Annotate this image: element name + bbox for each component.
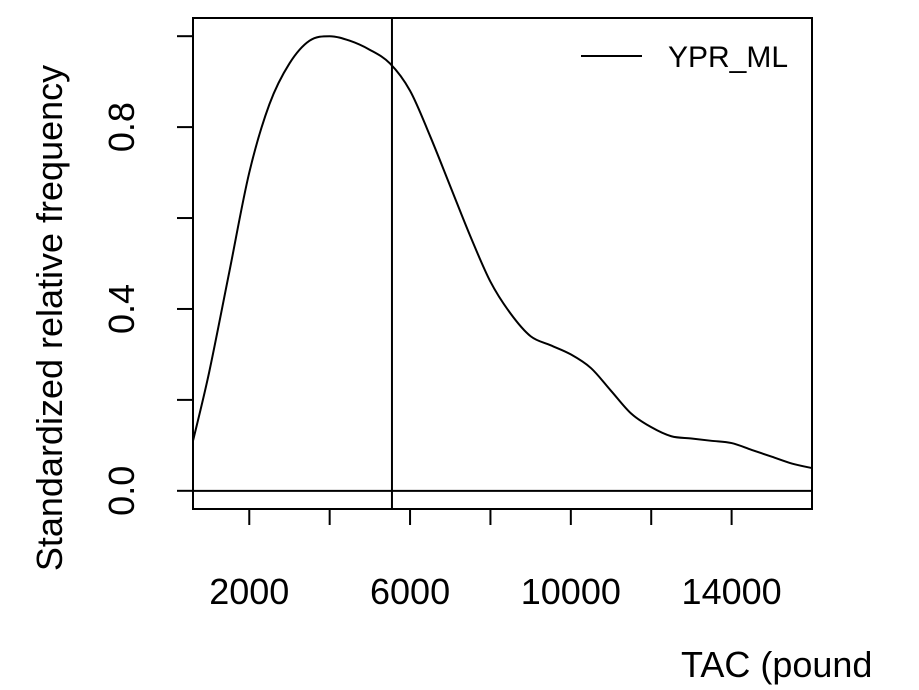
plot-content: [192, 18, 813, 509]
y-tick-label-0.4: 0.4: [101, 284, 142, 334]
y-tick-label-0.8: 0.8: [101, 102, 142, 152]
legend: YPR_ML: [581, 41, 788, 74]
series-line-0: [192, 35, 813, 470]
y-axis: 0.0 0.4 0.8: [101, 35, 193, 516]
legend-entry-label: YPR_ML: [668, 41, 788, 74]
x-tick-label-2000: 2000: [209, 571, 289, 612]
plot-frame: [192, 17, 813, 510]
x-axis-title: TAC (pound: [681, 644, 872, 685]
x-tick-label-14000: 14000: [682, 571, 782, 612]
x-tick-label-6000: 6000: [370, 571, 450, 612]
y-tick-label-0.0: 0.0: [101, 466, 142, 516]
x-axis: 2000 6000 10000 14000: [209, 509, 782, 612]
y-axis-title: Standardized relative frequency: [29, 65, 70, 571]
x-tick-label-10000: 10000: [521, 571, 621, 612]
